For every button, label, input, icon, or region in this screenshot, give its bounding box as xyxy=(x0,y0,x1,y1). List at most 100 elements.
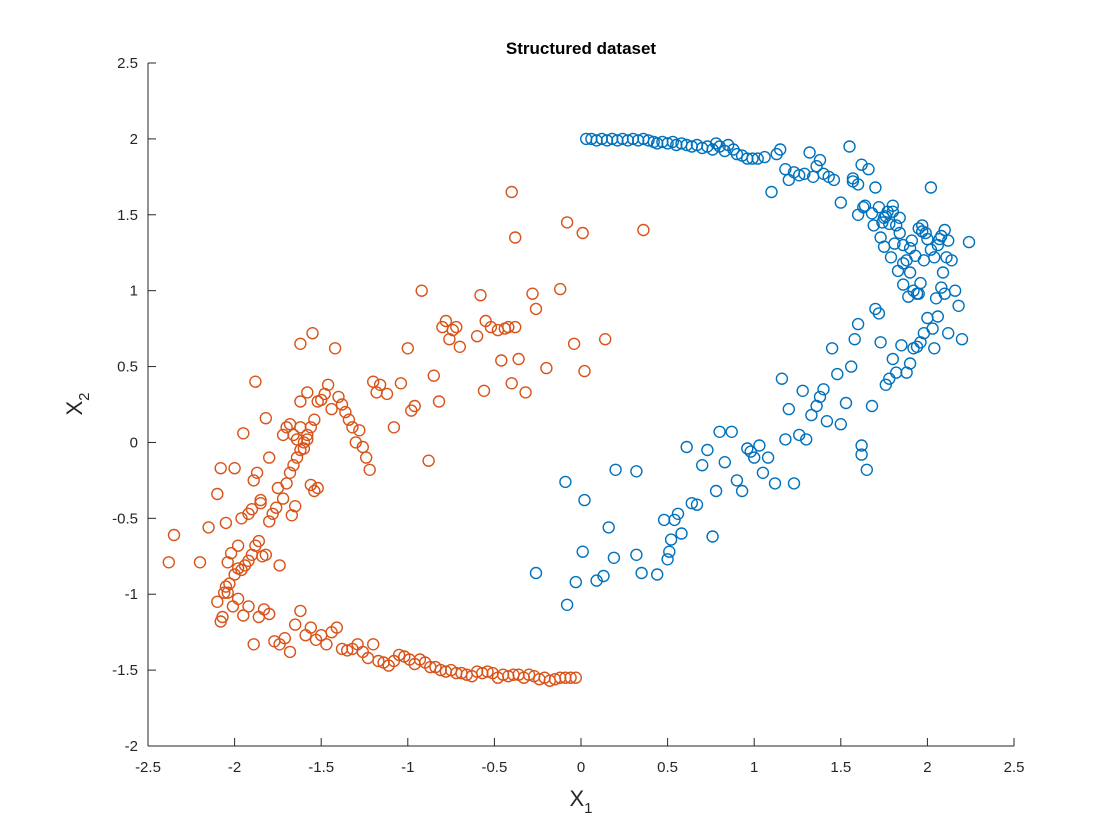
data-point xyxy=(831,367,844,381)
data-point xyxy=(661,137,674,150)
data-point xyxy=(353,424,366,437)
data-point xyxy=(860,463,873,476)
data-point xyxy=(916,219,929,232)
data-point xyxy=(529,566,543,580)
data-point xyxy=(290,433,304,446)
data-point xyxy=(890,366,903,379)
data-point xyxy=(931,310,944,323)
data-point xyxy=(273,559,286,572)
data-point xyxy=(569,575,582,589)
data-point xyxy=(609,463,622,476)
data-point xyxy=(851,317,865,331)
data-point xyxy=(250,466,264,479)
data-point xyxy=(505,377,518,390)
y-axis-label: X2 xyxy=(62,392,93,415)
data-point xyxy=(884,251,898,264)
data-point xyxy=(902,290,915,303)
data-point xyxy=(685,497,698,510)
data-point xyxy=(787,477,801,490)
data-point xyxy=(342,413,356,426)
data-point xyxy=(415,284,428,297)
data-point xyxy=(748,451,761,464)
data-point xyxy=(237,609,250,622)
data-point xyxy=(283,466,297,479)
data-point xyxy=(751,152,764,165)
data-point xyxy=(328,342,342,355)
data-point xyxy=(221,556,234,569)
data-point xyxy=(254,497,267,510)
data-point xyxy=(690,498,704,511)
data-point xyxy=(909,249,922,263)
data-point xyxy=(311,481,324,495)
data-point xyxy=(632,134,645,147)
data-point xyxy=(858,199,872,212)
data-point xyxy=(308,413,321,426)
data-point xyxy=(936,266,950,279)
data-point xyxy=(597,569,610,583)
x-tick-label: -2 xyxy=(228,759,241,776)
data-point xyxy=(800,433,813,446)
data-point xyxy=(663,545,676,558)
x-tick-label: -2.5 xyxy=(135,759,161,776)
data-point xyxy=(320,638,333,651)
data-point xyxy=(214,615,227,628)
data-point xyxy=(813,153,827,167)
data-point xyxy=(477,384,491,397)
data-point xyxy=(869,302,882,316)
data-point xyxy=(576,226,589,240)
data-point xyxy=(299,629,312,642)
data-point xyxy=(779,433,792,446)
data-point xyxy=(680,138,693,152)
data-point xyxy=(263,515,276,528)
y-axis-ticks: -2 -1.5 -1 -0.5 0 0.5 1 1.5 2 2.5 xyxy=(112,55,156,755)
data-point xyxy=(666,135,679,149)
data-point xyxy=(214,462,227,475)
data-point xyxy=(701,443,714,457)
data-point xyxy=(675,527,688,540)
data-point xyxy=(294,337,307,350)
data-point xyxy=(664,533,678,546)
x-tick-label: 1 xyxy=(750,759,758,776)
data-point xyxy=(590,574,603,587)
data-point xyxy=(897,278,910,291)
data-point xyxy=(439,314,453,328)
data-point xyxy=(607,551,621,564)
data-point xyxy=(219,516,233,530)
data-point xyxy=(276,492,290,505)
data-point xyxy=(228,568,241,581)
data-point xyxy=(730,474,744,487)
data-point xyxy=(890,219,903,232)
data-point xyxy=(247,638,260,651)
data-point xyxy=(713,425,726,438)
data-point xyxy=(825,342,839,355)
data-point xyxy=(484,320,498,334)
data-point xyxy=(470,330,484,343)
data-point xyxy=(706,143,719,156)
data-point xyxy=(855,448,868,461)
x-tick-label: 0.5 xyxy=(657,759,678,776)
data-point xyxy=(325,402,338,416)
data-point xyxy=(578,364,591,378)
data-point xyxy=(940,251,953,264)
data-point xyxy=(252,534,265,548)
data-point xyxy=(924,243,938,256)
data-point xyxy=(848,333,861,346)
x-tick-label: 2 xyxy=(923,759,931,776)
data-point xyxy=(933,232,946,246)
data-point xyxy=(576,545,589,558)
data-point xyxy=(741,442,754,455)
data-point xyxy=(718,144,731,158)
data-point xyxy=(237,427,250,440)
data-point xyxy=(895,339,908,352)
data-point xyxy=(886,205,899,218)
data-point xyxy=(753,439,766,452)
data-point xyxy=(346,421,359,434)
data-point xyxy=(651,568,664,581)
data-point xyxy=(642,134,655,147)
data-point xyxy=(335,642,349,656)
data-point xyxy=(560,598,574,611)
data-point xyxy=(294,395,307,408)
data-point xyxy=(306,327,319,340)
data-point xyxy=(554,282,567,296)
